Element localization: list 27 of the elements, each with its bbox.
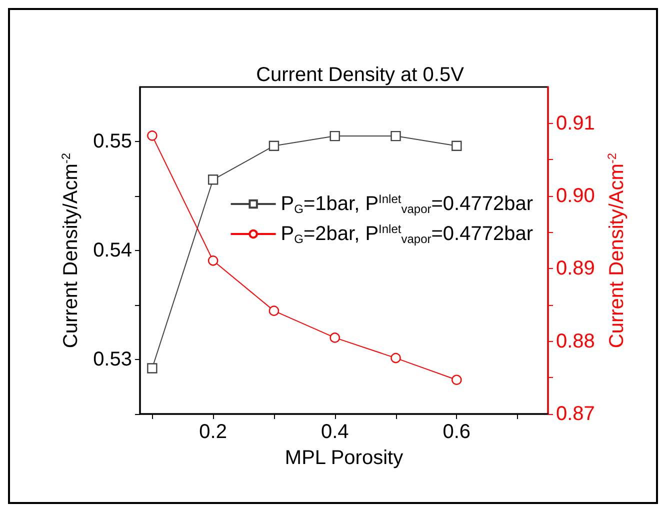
point [452, 140, 462, 151]
y2-tick-label: 0.89 [556, 258, 595, 280]
point [268, 306, 280, 316]
point [390, 352, 401, 364]
y2-tick-label: 0.88 [556, 330, 595, 352]
y2-tick-label: 0.90 [556, 185, 595, 207]
point [147, 130, 158, 141]
point [268, 140, 280, 151]
y-tick-label: 0.55 [93, 130, 132, 152]
point [330, 130, 340, 142]
y2-tick-label: 0.87 [556, 403, 595, 425]
point [147, 363, 158, 374]
point [208, 256, 218, 266]
point [208, 174, 218, 185]
y2-tick-label: 0.91 [556, 112, 595, 134]
y-tick-label: 0.53 [93, 348, 132, 370]
point [330, 332, 340, 343]
x-tick-label: 0.4 [320, 421, 349, 443]
y-tick-label: 0.54 [93, 240, 132, 262]
y2-axis-title: Current Density/Acm-2 [605, 152, 628, 348]
x-tick-label: 0.6 [442, 421, 471, 443]
x-axis-title: MPL Porosity [284, 447, 404, 469]
chart-title: Current Density at 0.5V [256, 64, 465, 86]
point [452, 374, 462, 385]
y-axis-title: Current Density/Acm-2 [59, 152, 82, 348]
x-tick-label: 0.2 [199, 421, 227, 443]
point [390, 130, 401, 142]
